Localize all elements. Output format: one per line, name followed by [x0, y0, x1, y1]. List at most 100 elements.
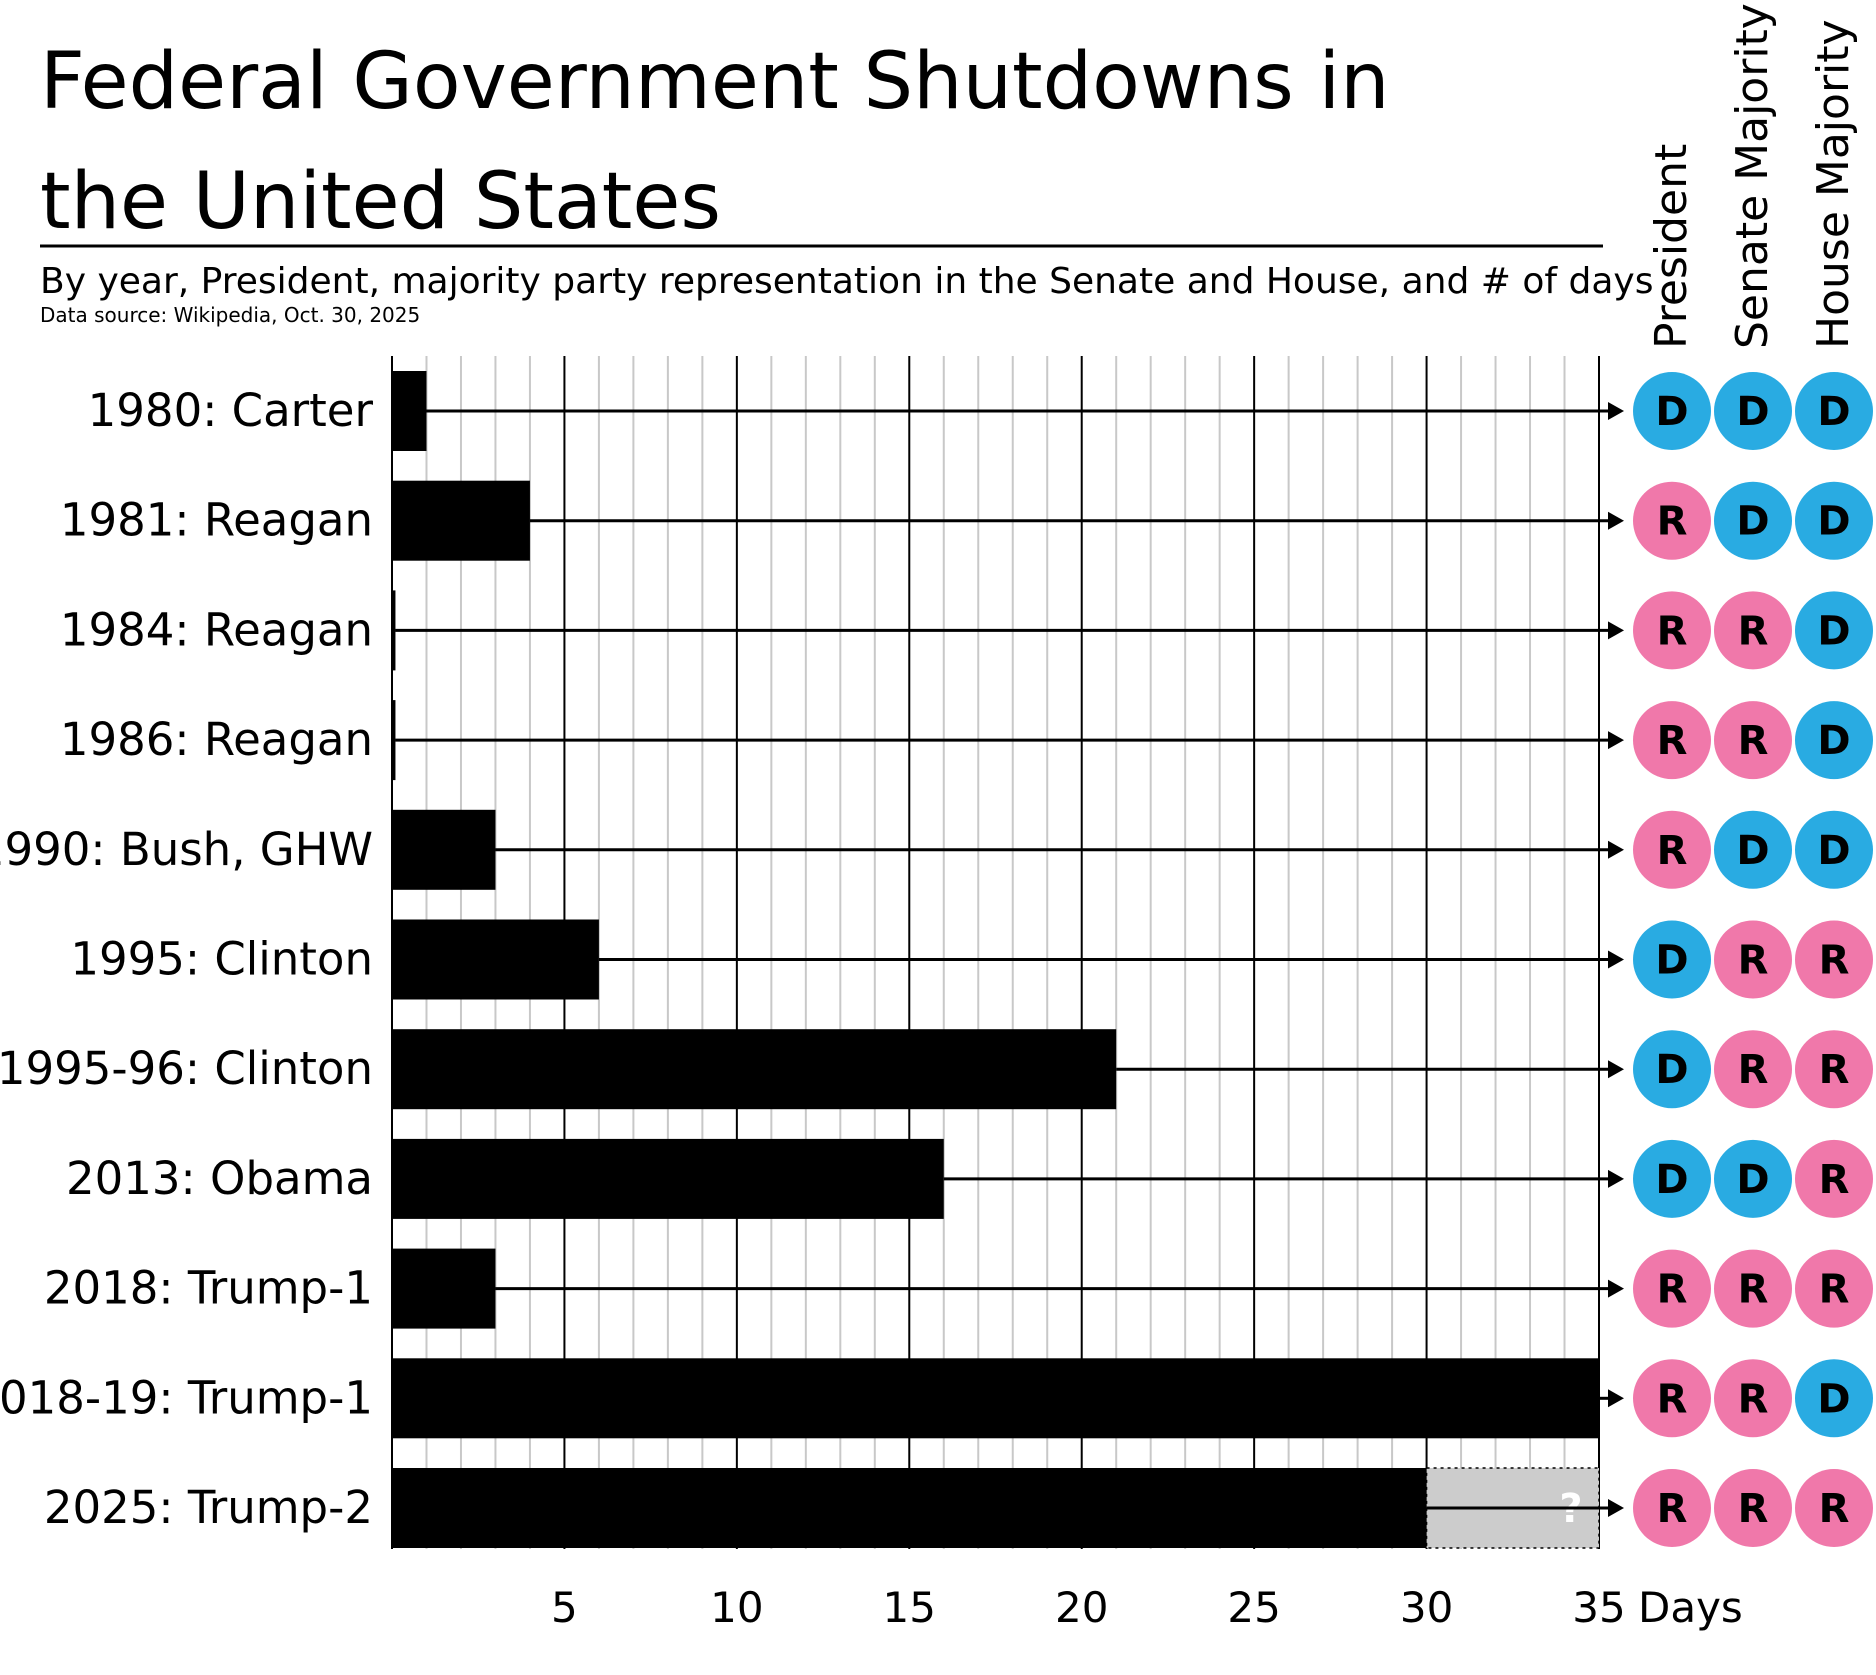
- party-letter: D: [1817, 718, 1850, 764]
- y-tick-label: 1990: Bush, GHW: [0, 823, 373, 876]
- party-circle: [1714, 920, 1792, 999]
- column-header: President: [1646, 144, 1697, 349]
- column-header: Senate Majority: [1727, 3, 1778, 349]
- party-circle: [1795, 481, 1873, 560]
- party-circle: [1633, 1139, 1711, 1218]
- party-circle: [1633, 1249, 1711, 1328]
- x-tick-label: 10: [710, 1583, 763, 1632]
- party-circle: [1633, 701, 1711, 780]
- party-letter: R: [1738, 938, 1769, 984]
- x-tick-label: 20: [1055, 1583, 1108, 1632]
- party-circle: [1795, 1359, 1873, 1438]
- subtitle: By year, President, majority party repre…: [40, 261, 1653, 302]
- bar: [392, 480, 530, 561]
- party-letter: D: [1817, 828, 1850, 874]
- x-axis-label: Days: [1638, 1583, 1743, 1632]
- x-tick-label: 35: [1572, 1583, 1625, 1632]
- bar: [392, 700, 396, 781]
- bar: [392, 590, 396, 671]
- bar: [392, 1138, 944, 1219]
- party-circle: [1795, 920, 1873, 999]
- party-circle: [1633, 481, 1711, 560]
- party-letter: R: [1738, 608, 1769, 654]
- party-letter: R: [1657, 1267, 1688, 1313]
- arrowhead: [1608, 1279, 1624, 1298]
- arrowhead: [1608, 1060, 1624, 1079]
- y-tick-label: 1980: Carter: [88, 384, 374, 437]
- party-circle: [1714, 701, 1792, 780]
- arrowhead: [1608, 1169, 1624, 1188]
- party-letter: D: [1817, 1376, 1850, 1422]
- bar: [392, 1358, 1599, 1439]
- bar: [392, 809, 496, 890]
- party-letter: R: [1738, 1376, 1769, 1422]
- party-circle: [1795, 1030, 1873, 1109]
- arrowhead: [1608, 731, 1624, 750]
- party-letter: D: [1655, 389, 1688, 435]
- y-tick-label: 2013: Obama: [66, 1152, 373, 1205]
- party-letter: R: [1819, 938, 1850, 984]
- bar: [392, 1029, 1117, 1110]
- arrowhead: [1608, 1499, 1624, 1517]
- arrowhead: [1608, 402, 1624, 420]
- party-letter: R: [1657, 499, 1688, 545]
- party-circle: [1795, 1139, 1873, 1218]
- party-circle: [1795, 701, 1873, 780]
- column-header: House Majority: [1808, 19, 1859, 349]
- party-letter: R: [1657, 828, 1688, 874]
- chart-title: Federal Government Shutdowns in the Unit…: [40, 37, 1390, 247]
- party-letter: R: [1738, 1267, 1769, 1313]
- y-tick-label: 2018: Trump-1: [44, 1262, 373, 1315]
- y-tick-label: 1984: Reagan: [60, 603, 373, 656]
- party-circle: [1714, 1469, 1792, 1547]
- party-letter: R: [1738, 1486, 1769, 1532]
- party-letter: R: [1657, 718, 1688, 764]
- x-tick-label: 15: [883, 1583, 936, 1632]
- party-letter: D: [1736, 389, 1769, 435]
- arrowhead: [1608, 950, 1624, 969]
- party-letter: D: [1817, 608, 1850, 654]
- party-circle: [1714, 1359, 1792, 1438]
- party-letter: D: [1817, 389, 1850, 435]
- party-circle: [1795, 372, 1873, 450]
- party-circle: [1633, 1469, 1711, 1547]
- x-tick-label: 25: [1227, 1583, 1280, 1632]
- party-letter: R: [1738, 1047, 1769, 1093]
- bar: [392, 919, 599, 1000]
- party-circle: [1633, 920, 1711, 999]
- party-circle: [1633, 1030, 1711, 1109]
- party-letter: D: [1736, 1157, 1769, 1203]
- party-letter: D: [1655, 1047, 1688, 1093]
- x-tick-label: 30: [1400, 1583, 1453, 1632]
- party-letter: R: [1819, 1047, 1850, 1093]
- party-circle: [1633, 810, 1711, 889]
- party-circle: [1714, 591, 1792, 670]
- party-circle: [1714, 1030, 1792, 1109]
- party-circle: [1795, 1249, 1873, 1328]
- party-circle: [1714, 372, 1792, 450]
- party-letter: R: [1657, 608, 1688, 654]
- party-letter: D: [1817, 499, 1850, 545]
- bar: [392, 1248, 496, 1329]
- party-letter: R: [1819, 1267, 1850, 1313]
- party-circle: [1714, 810, 1792, 889]
- source: Data source: Wikipedia, Oct. 30, 2025: [40, 303, 420, 327]
- y-tick-label: 1995: Clinton: [70, 933, 373, 986]
- party-letter: R: [1819, 1486, 1850, 1532]
- party-letter: D: [1655, 938, 1688, 984]
- y-tick-label: 1981: Reagan: [60, 494, 373, 547]
- party-circle: [1795, 1469, 1873, 1547]
- arrowhead: [1608, 1389, 1624, 1408]
- party-letter: R: [1738, 718, 1769, 764]
- bar: [392, 371, 427, 451]
- party-circle: [1714, 1139, 1792, 1218]
- party-letter: D: [1655, 1157, 1688, 1203]
- arrowhead: [1608, 621, 1624, 640]
- arrowhead: [1608, 840, 1624, 859]
- party-letter: D: [1736, 499, 1769, 545]
- party-circle: [1633, 591, 1711, 670]
- y-tick-label: 2025: Trump-2: [44, 1481, 373, 1534]
- party-circle: [1633, 372, 1711, 450]
- party-letter: R: [1657, 1486, 1688, 1532]
